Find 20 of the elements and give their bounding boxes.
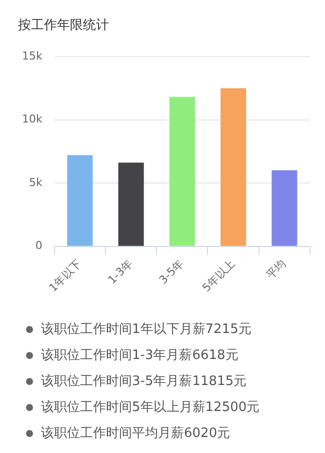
x-tick-label: 3-5年 (156, 257, 186, 287)
y-tick-label: 10k (22, 112, 43, 126)
chart-title: 按工作年限统计 (18, 17, 109, 34)
y-tick-label: 15k (22, 49, 43, 62)
text: 该职位工作时间1年以下月薪7215元 (41, 321, 252, 338)
text: 该职位工作时间5年以上月薪12500元 (41, 399, 260, 416)
bar (118, 162, 144, 246)
text: 该职位工作时间平均月薪6020元 (41, 425, 230, 442)
y-tick-label: 0 (35, 239, 42, 252)
x-tick-label: 平均 (264, 257, 289, 282)
bar (67, 155, 93, 246)
x-tick-label: 1年以下 (46, 257, 84, 294)
x-tick-label: 1-3年 (106, 257, 136, 287)
y-tick-label: 5k (28, 176, 43, 189)
text: 该职位工作时间3-5年月薪11815元 (41, 373, 247, 390)
x-tick-label: 5年以上 (200, 257, 238, 294)
bar (272, 170, 298, 246)
bar (220, 88, 246, 246)
text: 该职位工作时间1-3年月薪6618元 (41, 347, 238, 364)
bar (169, 96, 195, 246)
